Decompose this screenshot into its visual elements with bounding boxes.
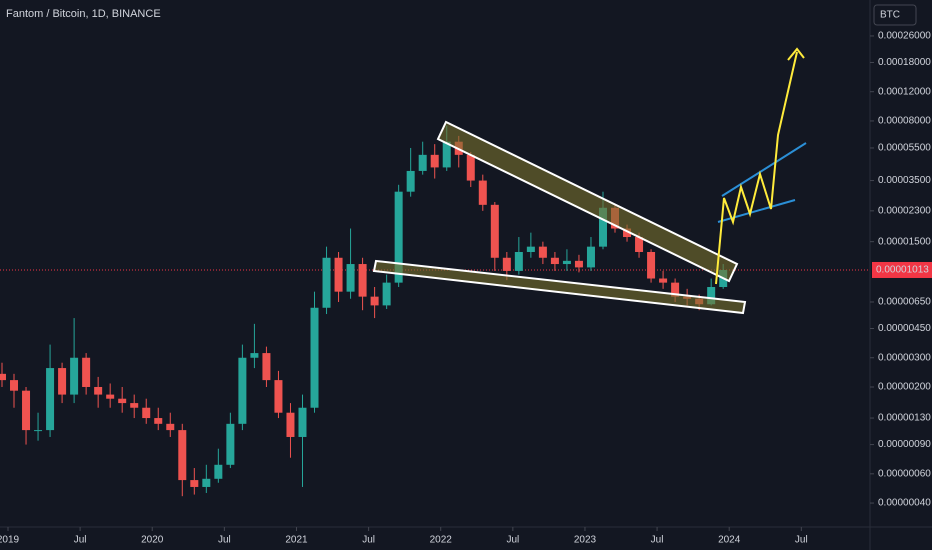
candle-body [598,207,607,247]
candle-body [22,390,31,431]
axis-unit-box [873,4,917,26]
x-tick-label: 2020 [141,535,164,546]
candle-body [623,228,632,238]
x-tick-label: Jul [506,535,519,546]
candle-body [370,296,379,306]
candle-body [10,380,19,391]
candle-body [574,260,583,268]
x-tick-label: 2023 [574,535,597,546]
channel-upper [436,120,739,283]
x-tick-label: Jul [362,535,375,546]
candle-body [346,264,355,292]
candle-body [562,260,571,265]
x-tick-label: 2022 [430,535,453,546]
y-tick-label: 0.00000200 [878,382,931,393]
candle-body [130,403,139,408]
candle-body [418,154,427,171]
candle-body [34,430,43,432]
candle-body [94,386,103,395]
candles [0,125,728,497]
candle-body [226,423,235,465]
candle-body [514,251,523,271]
trend-line [721,142,807,197]
candle-body [322,257,331,308]
candle-body [178,430,187,481]
candle-body [214,464,223,479]
candle-body [490,204,499,258]
candle-body [70,357,79,395]
x-tick-label: Jul [795,535,808,546]
candle-body [659,278,668,283]
y-tick-label: 0.00000650 [878,297,931,308]
projection-arrowhead [787,47,805,61]
projection-path [715,51,798,285]
y-tick-label: 0.00000130 [878,413,931,424]
candle-body [58,368,67,395]
candle-body [586,246,595,268]
candle-body [202,478,211,487]
x-tick-label: 2019 [0,535,20,546]
candle-body [298,407,307,437]
candle-body [707,287,716,305]
candle-body [142,407,151,419]
y-tick-label: 0.00026000 [878,31,931,42]
axis-unit: BTC [880,10,900,21]
candle-body [406,170,415,192]
candle-body [106,394,115,399]
candle-body [286,412,295,437]
y-tick-label: 0.00018000 [878,57,931,68]
y-tick-label: 0.00012000 [878,86,931,97]
candle-body [82,357,91,387]
candle-body [478,180,487,205]
candle-body [538,246,547,258]
candle-body [238,357,247,424]
drawings [372,47,807,315]
candle-body [430,154,439,168]
candle-body [46,368,55,431]
candle-body [310,307,319,408]
y-tick-label: 0.00001500 [878,236,931,247]
y-tick-label: 0.00000450 [878,323,931,334]
candle-body [394,191,403,283]
y-tick-label: 0.00000060 [878,468,931,479]
y-tick-label: 0.00003500 [878,175,931,186]
candle-body [358,264,367,297]
y-tick-label: 0.00000090 [878,439,931,450]
last-price-box [872,261,932,278]
chart-title: Fantom / Bitcoin, 1D, BINANCE [6,8,161,20]
x-tick-label: 2021 [285,535,308,546]
candle-body [550,257,559,265]
candle-body [671,282,680,297]
candle-body [262,353,271,381]
y-tick-label: 0.00008000 [878,116,931,127]
channel-lower [372,259,747,315]
y-tick-label: 0.00002300 [878,205,931,216]
candle-body [466,154,475,181]
candle-body [190,480,199,487]
candle-body [442,141,451,168]
x-tick-label: Jul [651,535,664,546]
last-price-label: 0.00001013 [876,265,929,276]
y-tick-label: 0.00000300 [878,352,931,363]
candle-body [526,246,535,252]
x-tick-label: 2024 [718,535,741,546]
candle-body [118,398,127,404]
x-tick-label: Jul [218,535,231,546]
candle-body [502,257,511,271]
candle-body [250,353,259,358]
candle-body [382,282,391,306]
x-tick-label: Jul [74,535,87,546]
candle-body [635,237,644,252]
candle-body [0,373,6,381]
candle-body [334,257,343,292]
candle-body [274,380,283,413]
candle-body [647,251,656,279]
candle-body [154,418,163,424]
y-tick-label: 0.00005500 [878,143,931,154]
candle-body [166,423,175,431]
y-tick-label: 0.00000040 [878,498,931,509]
